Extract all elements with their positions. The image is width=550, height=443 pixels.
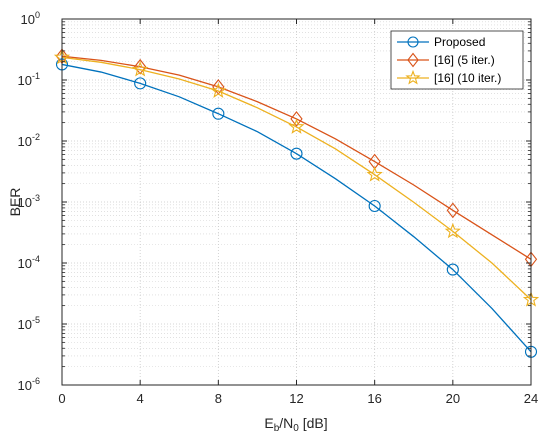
y-tick-label: 10-3 [18,193,40,210]
data-point-marker [444,222,461,239]
data-point-marker [210,82,227,98]
legend: Proposed [16] (5 iter.) [16] (10 iter.) [390,30,524,90]
y-tick-labels: 100 10-1 10-2 10-3 10-4 10-5 10-6 [18,10,40,393]
x-tick-label: 16 [367,391,381,406]
x-tick-label: 12 [289,391,303,406]
x-tick-label: 4 [137,391,144,406]
x-tick-label: 20 [446,391,460,406]
series-2 [53,48,540,307]
legend-item: Proposed [397,35,485,49]
legend-marker [407,52,419,68]
axis-ticks [61,18,532,386]
data-point-marker [132,61,149,77]
series-line [61,56,532,301]
x-tick-labels: 0 4 8 12 16 20 24 [58,391,538,406]
data-point-marker [134,58,147,75]
x-tick-label: 0 [58,391,65,406]
y-tick-label: 10-2 [18,132,40,149]
y-tick-label: 10-5 [18,315,40,332]
data-point-marker [290,111,303,127]
data-point-marker [212,107,225,120]
legend-label: Proposed [434,35,485,49]
y-tick-label: 10-6 [18,376,40,393]
x-tick-label: 24 [524,391,538,406]
y-axis-label: BER [7,188,23,217]
series-line [61,63,532,353]
data-point-marker [446,202,459,219]
x-tick-label: 8 [215,391,222,406]
data-point-marker [288,118,305,134]
legend-marker [407,36,419,48]
legend-item: [16] (5 iter.) [397,52,495,68]
x-axis-label: Eb/N0 [dB] [264,415,327,434]
data-point-marker [446,263,459,276]
legend-label: [16] (5 iter.) [434,53,495,67]
y-tick-label: 10-4 [18,254,40,271]
legend-item: [16] (10 iter.) [397,69,501,85]
data-point-marker [368,199,381,213]
y-tick-label: 10-1 [18,71,40,88]
data-point-marker [134,77,147,90]
data-point-marker [366,166,383,182]
legend-label: [16] (10 iter.) [434,71,501,85]
legend-marker [405,69,421,85]
y-tick-label: 100 [21,10,40,27]
data-point-marker [290,147,303,160]
